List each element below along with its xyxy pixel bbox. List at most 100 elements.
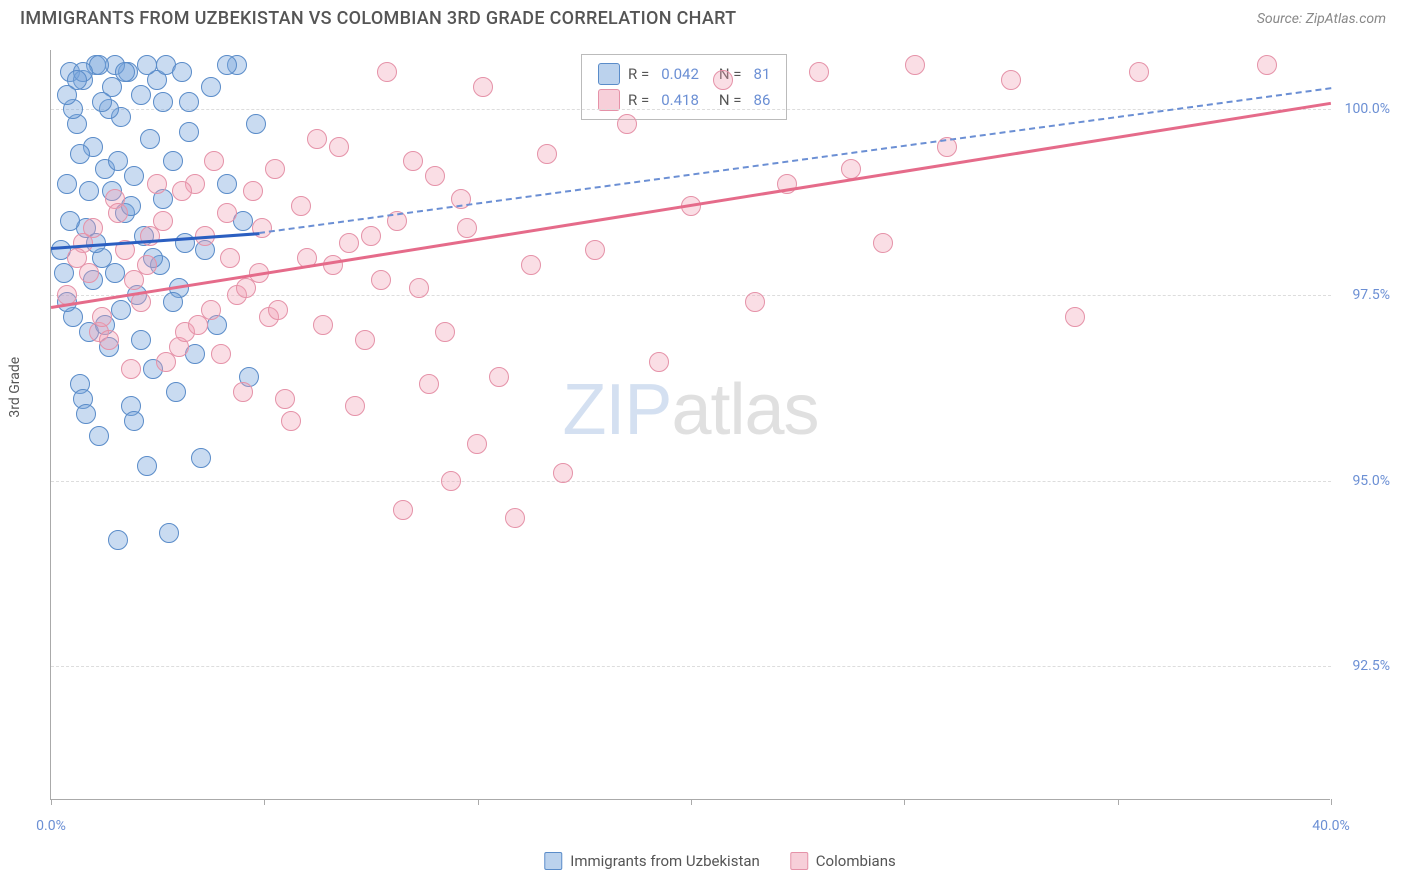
data-point [179,92,199,112]
x-tick [51,799,52,805]
data-point [92,307,112,327]
data-point [1257,55,1277,75]
data-point [131,292,151,312]
data-point [265,159,285,179]
data-point [204,151,224,171]
data-point [313,315,333,335]
data-point [60,211,80,231]
swatch-blue [598,63,620,85]
data-point [905,55,925,75]
data-point [537,144,557,164]
x-tick-label: 0.0% [36,818,66,834]
data-point [457,218,477,238]
data-point [393,500,413,520]
data-point [505,508,525,528]
data-point [585,240,605,260]
data-point [153,92,173,112]
data-point [57,174,77,194]
data-point [233,382,253,402]
chart-header: IMMIGRANTS FROM UZBEKISTAN VS COLOMBIAN … [0,0,1406,41]
y-tick-label: 92.5% [1352,658,1390,674]
data-point [140,129,160,149]
watermark: ZIPatlas [562,369,818,451]
data-point [441,471,461,491]
data-point [76,404,96,424]
x-tick [478,799,479,805]
data-point [1065,307,1085,327]
data-point [403,151,423,171]
data-point [281,411,301,431]
chart-source: Source: ZipAtlas.com [1257,11,1386,27]
data-point [371,270,391,290]
data-point [435,322,455,342]
data-point [79,181,99,201]
data-point [99,330,119,350]
data-point [57,85,77,105]
bottom-legend: Immigrants from Uzbekistan Colombians [544,852,895,870]
chart-title: IMMIGRANTS FROM UZBEKISTAN VS COLOMBIAN … [20,8,736,29]
data-point [236,278,256,298]
data-point [131,330,151,350]
data-point [291,196,311,216]
data-point [124,270,144,290]
gridline [51,481,1331,482]
data-point [121,359,141,379]
data-point [211,344,231,364]
data-point [355,330,375,350]
data-point [115,62,135,82]
data-point [329,137,349,157]
data-point [163,151,183,171]
gridline [51,109,1331,110]
data-point [873,233,893,253]
data-point [92,92,112,112]
data-point [1001,70,1021,90]
data-point [377,62,397,82]
data-point [473,77,493,97]
y-tick-label: 97.5% [1352,287,1390,303]
data-point [745,292,765,312]
data-point [252,218,272,238]
data-point [841,159,861,179]
swatch-pink [598,89,620,111]
trendline [51,102,1331,309]
legend-row-uzbekistan: R = 0.042 N = 81 [598,61,770,87]
data-point [179,122,199,142]
plot-area: ZIPatlas R = 0.042 N = 81 R = 0.418 N = … [50,50,1330,800]
data-point [137,55,157,75]
data-point [323,255,343,275]
data-point [713,70,733,90]
data-point [70,144,90,164]
data-point [521,255,541,275]
data-point [1129,62,1149,82]
data-point [217,174,237,194]
gridline [51,666,1331,667]
y-tick-label: 100.0% [1345,101,1390,117]
data-point [553,463,573,483]
data-point [105,263,125,283]
data-point [188,315,208,335]
data-point [361,226,381,246]
data-point [124,166,144,186]
data-point [467,434,487,454]
legend-swatch-pink [790,852,808,870]
data-point [147,174,167,194]
legend-item-uzbekistan: Immigrants from Uzbekistan [544,852,760,870]
data-point [108,151,128,171]
data-point [268,300,288,320]
x-tick [1118,799,1119,805]
x-tick [904,799,905,805]
data-point [809,62,829,82]
data-point [156,352,176,372]
data-point [409,278,429,298]
x-tick-label: 40.0% [1312,818,1350,834]
data-point [617,114,637,134]
data-point [275,389,295,409]
data-point [307,129,327,149]
y-axis-label: 3rd Grade [7,357,23,418]
data-point [137,456,157,476]
data-point [131,85,151,105]
data-point [89,426,109,446]
data-point [345,396,365,416]
data-point [191,448,211,468]
data-point [172,181,192,201]
